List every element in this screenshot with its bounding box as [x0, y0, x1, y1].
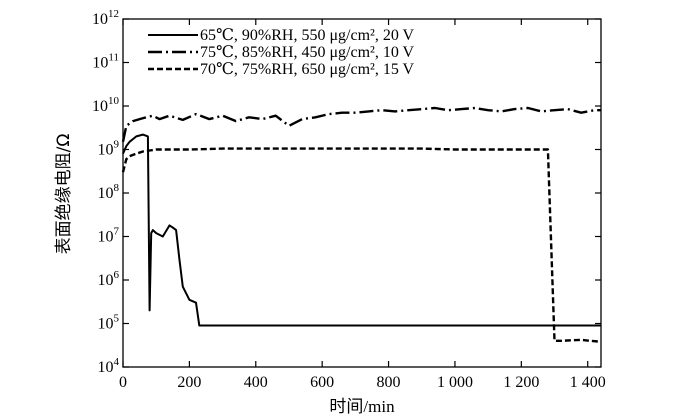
- y-axis-label: 表面绝缘电阻/Ω: [54, 134, 74, 255]
- x-tick-label: 400: [244, 374, 268, 391]
- y-tick-label: 1012: [92, 8, 119, 28]
- x-tick-label: 1 400: [570, 374, 606, 391]
- x-tick-label: 1 000: [437, 374, 473, 391]
- series-line-2: [121, 106, 601, 143]
- y-tick-label: 108: [98, 182, 120, 202]
- axis-ticks: 0 200 400 600 800 1 000 1 200 1 400 104 105 106 107…: [92, 8, 606, 391]
- x-axis-label: 时间/min: [329, 397, 395, 416]
- y-tick-label: 105: [98, 313, 120, 333]
- plot-area: [121, 106, 602, 343]
- x-tick-label: 600: [310, 374, 334, 391]
- y-tick-label: 107: [98, 226, 120, 246]
- legend-label-2: 75℃, 85%RH, 450 μg/cm², 10 V: [200, 44, 415, 61]
- x-tick-label: 0: [119, 374, 127, 391]
- legend-label-3: 70℃, 75%RH, 650 μg/cm², 15 V: [200, 61, 415, 78]
- y-tick-label: 1010: [92, 95, 120, 115]
- y-tick-label: 109: [98, 139, 120, 159]
- y-tick-label: 104: [98, 356, 120, 376]
- x-tick-label: 800: [377, 374, 401, 391]
- legend-label-1: 65℃, 90%RH, 550 μg/cm², 20 V: [200, 27, 415, 44]
- y-tick-label: 1011: [92, 52, 119, 72]
- legend: 65℃, 90%RH, 550 μg/cm², 20 V75℃, 85%RH, …: [148, 27, 415, 78]
- series-line-1: [122, 133, 601, 327]
- y-tick-label: 106: [98, 269, 120, 289]
- x-tick-label: 1 200: [503, 374, 539, 391]
- series-line-3: [121, 147, 602, 343]
- x-tick-label: 200: [177, 374, 201, 391]
